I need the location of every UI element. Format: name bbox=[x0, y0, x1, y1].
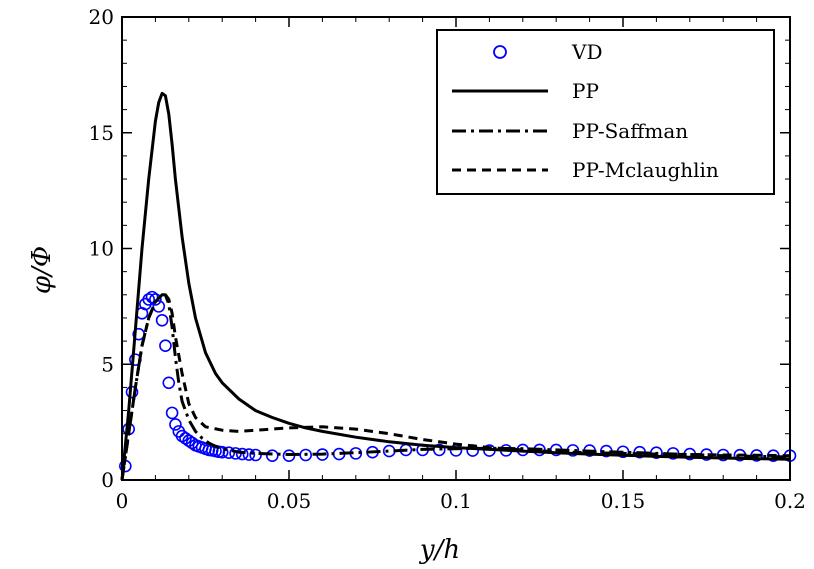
vd-point bbox=[169, 418, 182, 431]
legend-label-pp: PP bbox=[572, 79, 599, 103]
legend: VD PP PP-Saffman PP-Mclaughlin bbox=[436, 29, 775, 195]
vd-point bbox=[265, 449, 279, 462]
x-axis-label: y/h bbox=[419, 535, 460, 565]
vd-point bbox=[145, 290, 159, 304]
series-line-pp-saffman bbox=[120, 293, 791, 481]
vd-point bbox=[149, 293, 162, 306]
y-tick-label: 0 bbox=[101, 468, 114, 492]
vd-point bbox=[185, 436, 199, 450]
legend-label-pp-saffman: PP-Saffman bbox=[572, 119, 688, 143]
x-tick-label: 0.05 bbox=[267, 489, 312, 513]
vd-point bbox=[142, 293, 156, 306]
y-tick-label: 5 bbox=[101, 352, 114, 376]
legend-marker-vd bbox=[493, 45, 507, 59]
series-layer bbox=[119, 91, 797, 481]
y-tick-label: 10 bbox=[89, 237, 114, 261]
legend-label-pp-mclaughlin: PP-Mclaughlin bbox=[572, 158, 719, 182]
vd-point bbox=[165, 406, 179, 420]
x-tick-label: 0 bbox=[116, 489, 129, 513]
series-line-pp-mclaughlin bbox=[120, 293, 791, 481]
series-line-pp bbox=[120, 91, 791, 481]
x-tick-label: 0.1 bbox=[440, 489, 472, 513]
vd-point bbox=[159, 339, 172, 353]
y-tick-label: 20 bbox=[89, 5, 114, 29]
vd-point bbox=[155, 313, 169, 327]
vd-point bbox=[382, 444, 396, 458]
y-axis-label: φ/Φ bbox=[27, 246, 57, 294]
legend-label-vd: VD bbox=[571, 40, 602, 64]
legend-box bbox=[436, 29, 775, 195]
x-tick-label: 0.15 bbox=[601, 489, 646, 513]
y-tick-label: 15 bbox=[89, 121, 114, 145]
vd-point bbox=[215, 445, 229, 459]
vd-point bbox=[152, 300, 166, 313]
x-tick-label: 0.2 bbox=[774, 489, 806, 513]
legend-entries: VD PP PP-Saffman PP-Mclaughlin bbox=[452, 40, 719, 182]
ticks-layer: 0 0.05 0.1 0.15 0.2 0 5 10 15 20 bbox=[89, 5, 806, 513]
vd-point bbox=[242, 448, 256, 461]
vd-point bbox=[235, 447, 249, 461]
vd-point bbox=[162, 376, 176, 390]
vd-point bbox=[299, 448, 313, 462]
